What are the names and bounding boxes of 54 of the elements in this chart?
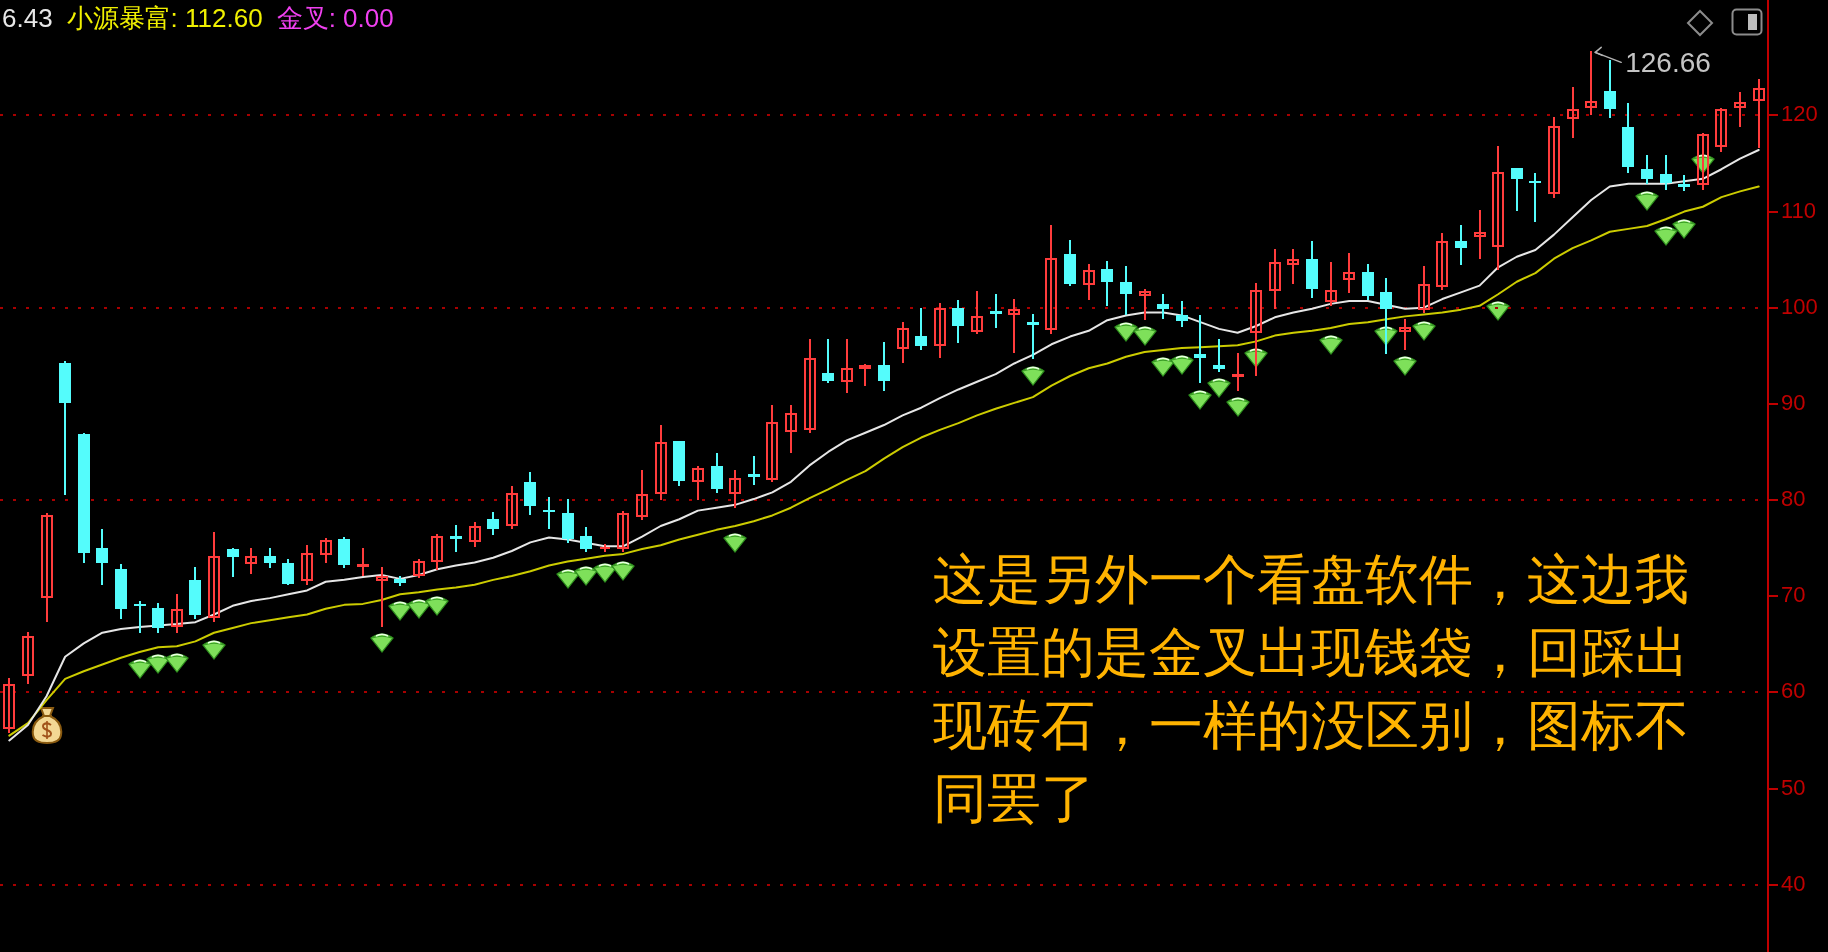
candlestick: [3, 678, 15, 733]
candlestick: [134, 601, 146, 633]
candlestick: [617, 511, 629, 552]
y-tick-label: 60: [1781, 678, 1806, 704]
y-tick-label: 120: [1781, 101, 1818, 127]
annotation: 这是另外一个看盘软件，这边我设置的是金叉出现钱袋，回踩出现砖石，一样的没区别，图标不同罢了: [933, 547, 1690, 832]
annotation: 6.43: [2, 3, 53, 33]
y-tick-label: 100: [1781, 293, 1818, 319]
candlestick: [1715, 108, 1727, 152]
candlestick: [506, 486, 518, 529]
y-tick-label: 90: [1781, 389, 1806, 415]
candlestick: [1548, 117, 1560, 198]
candlestick: [1194, 315, 1206, 383]
candlestick: [1753, 79, 1765, 148]
candlestick: [1418, 266, 1430, 313]
y-tick-label: 40: [1781, 870, 1806, 896]
y-tick-label: 80: [1781, 486, 1806, 512]
candlestick: [543, 497, 555, 529]
candlestick: [1474, 210, 1486, 259]
candlestick: [766, 405, 778, 482]
candlestick: [841, 339, 853, 393]
candlestick: [22, 632, 34, 684]
candlestick: [971, 291, 983, 334]
candlestick: [897, 322, 909, 363]
candlestick: [1008, 299, 1020, 353]
candlestick: [208, 532, 220, 622]
candlestick: [1567, 87, 1579, 138]
candlestick: [1325, 262, 1337, 306]
candlestick: [785, 405, 797, 453]
candlestick: [636, 470, 648, 520]
candlestick: [1436, 233, 1448, 290]
candlestick: [41, 513, 53, 622]
candlestick: [1492, 146, 1504, 270]
candlestick: [1585, 51, 1597, 115]
candlestick: [376, 567, 388, 627]
candlestick: [1045, 225, 1057, 334]
annotation: 金叉: 0.00: [276, 3, 394, 33]
y-tick-label: 70: [1781, 582, 1806, 608]
candlestick: [1529, 173, 1541, 222]
candlestick: [934, 303, 946, 358]
candlestick: [655, 425, 667, 500]
candlestick: [1232, 353, 1244, 391]
candlestick: [804, 339, 816, 433]
annotation: 小源暴富: 112.60: [66, 3, 263, 33]
candlestick: [1269, 249, 1281, 309]
candlestick: [301, 545, 313, 585]
y-tick-label: 110: [1781, 197, 1817, 223]
candlestick: [748, 456, 760, 485]
y-tick-label: 50: [1781, 774, 1806, 800]
candlestick: [171, 594, 183, 633]
annotation: 126.66: [1625, 47, 1711, 79]
candlestick: [1027, 314, 1039, 359]
candlestick: [1343, 253, 1355, 293]
candlestick: [990, 294, 1002, 328]
